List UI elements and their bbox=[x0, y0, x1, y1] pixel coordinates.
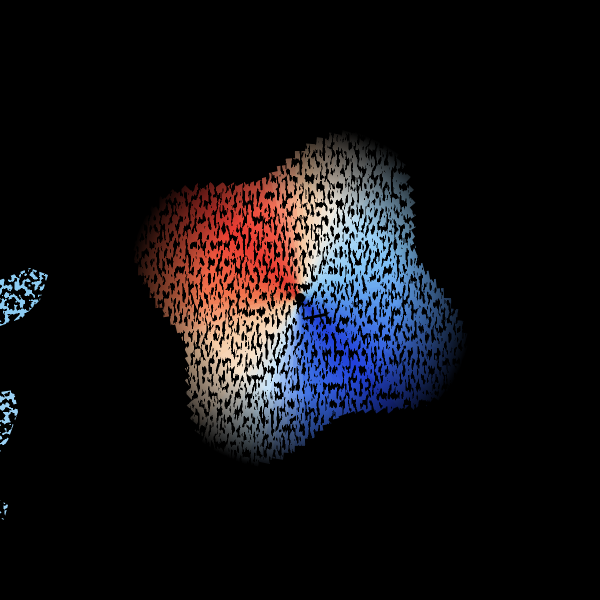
velocity-wedge bbox=[300, 181, 414, 298]
velocity-wedge bbox=[300, 255, 421, 298]
velocity-wedge bbox=[194, 298, 300, 439]
velocity-wedge bbox=[300, 298, 332, 426]
velocity-wedge bbox=[202, 181, 300, 298]
velocity-field bbox=[131, 129, 469, 467]
velocity-wedge bbox=[276, 164, 300, 298]
velocity-wedge bbox=[300, 298, 347, 417]
velocity-wedge bbox=[184, 298, 300, 378]
velocity-wedge bbox=[300, 206, 416, 298]
velocity-wedge bbox=[169, 298, 300, 326]
velocity-wedge bbox=[300, 262, 425, 298]
radar-site bbox=[295, 293, 305, 303]
velocity-wedge bbox=[300, 298, 375, 414]
velocity-wedge bbox=[300, 238, 417, 298]
velocity-wedge bbox=[153, 195, 300, 298]
velocity-wedge bbox=[300, 278, 437, 298]
velocity-wedge bbox=[300, 298, 423, 411]
velocity-wedge bbox=[294, 150, 307, 298]
velocity-wedge bbox=[220, 298, 300, 464]
velocity-wedge bbox=[300, 168, 411, 298]
edge-echoes bbox=[0, 268, 48, 520]
velocity-wedge bbox=[300, 157, 406, 298]
velocity-wedge bbox=[184, 298, 300, 389]
velocity-wedge bbox=[253, 179, 300, 298]
velocity-wedge bbox=[184, 298, 300, 358]
gap bbox=[302, 312, 330, 320]
velocity-wedge bbox=[300, 247, 418, 298]
velocity-wedge bbox=[300, 132, 380, 298]
velocity-wedge bbox=[214, 181, 300, 298]
velocity-wedge bbox=[300, 298, 463, 383]
velocity-wedge bbox=[162, 298, 300, 318]
velocity-wedge bbox=[300, 298, 339, 421]
velocity-wedge bbox=[137, 213, 300, 298]
velocity-wedge bbox=[179, 298, 300, 341]
velocity-wedge bbox=[225, 182, 300, 298]
velocity-wedge bbox=[300, 298, 365, 414]
velocity-wedge bbox=[261, 175, 300, 298]
velocity-wedge bbox=[184, 298, 300, 367]
velocity-wedge bbox=[300, 130, 368, 298]
velocity-wedge bbox=[235, 182, 300, 298]
velocity-wedge bbox=[189, 182, 300, 298]
velocity-wedge bbox=[300, 298, 467, 372]
velocity-wedge bbox=[174, 298, 300, 334]
velocity-wedge bbox=[144, 203, 300, 298]
velocity-wedge bbox=[300, 138, 390, 298]
velocity-wedge bbox=[268, 170, 300, 298]
velocity-wedge bbox=[155, 296, 300, 309]
velocity-wedge bbox=[133, 224, 300, 298]
velocity-wedge bbox=[244, 181, 300, 298]
velocity-wedge bbox=[210, 298, 300, 458]
velocity-wedge bbox=[300, 270, 431, 298]
velocity-wedge bbox=[300, 298, 411, 413]
velocity-wedge bbox=[182, 298, 300, 349]
velocity-wedge bbox=[300, 298, 447, 401]
echo-blob bbox=[0, 268, 48, 326]
velocity-wedge bbox=[189, 298, 300, 427]
velocity-wedge bbox=[300, 146, 399, 298]
velocity-wedge bbox=[232, 298, 300, 467]
velocity-wedge bbox=[293, 298, 306, 446]
velocity-wedge bbox=[164, 189, 300, 298]
velocity-wedge bbox=[300, 298, 398, 414]
velocity-wedge bbox=[300, 228, 416, 298]
velocity-wedge bbox=[185, 298, 300, 402]
velocity-wedge bbox=[300, 298, 386, 414]
velocity-wedge bbox=[300, 298, 435, 407]
echo-blob bbox=[0, 500, 8, 520]
velocity-wedge bbox=[300, 298, 355, 415]
velocity-wedge bbox=[300, 298, 456, 393]
velocity-wedge bbox=[300, 298, 324, 432]
velocity-wedge bbox=[300, 287, 444, 300]
velocity-wedge bbox=[300, 194, 416, 298]
velocity-wedge bbox=[186, 298, 300, 415]
velocity-wedge bbox=[176, 185, 300, 298]
echo-blob bbox=[0, 390, 18, 452]
velocity-wedge bbox=[201, 298, 300, 449]
velocity-wedge bbox=[300, 218, 416, 298]
